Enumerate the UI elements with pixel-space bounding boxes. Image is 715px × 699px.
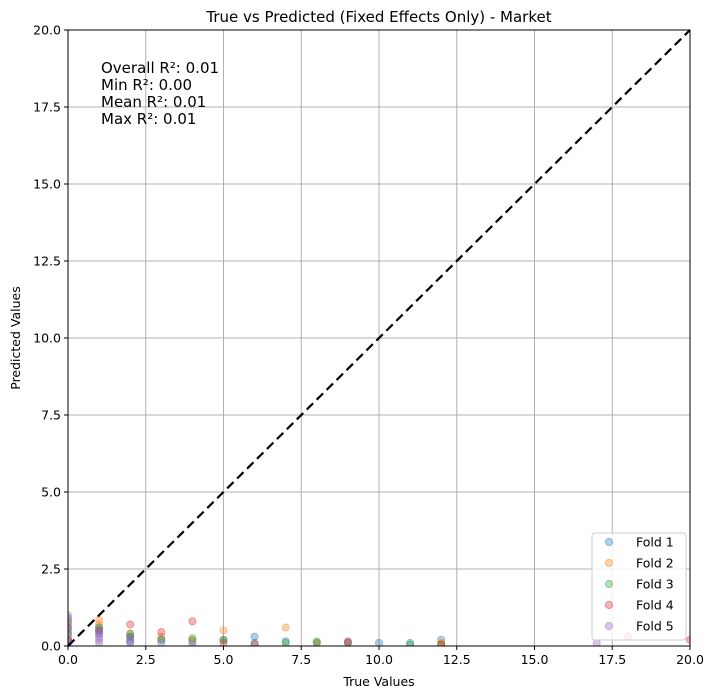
x-tick-label: 10.0 (365, 652, 393, 667)
data-point (250, 632, 259, 641)
legend: Fold 1 Fold 2 Fold 3 Fold 4 Fold 5 (591, 532, 687, 641)
y-tick-label: 15.0 (33, 177, 61, 192)
x-tick-label: 2.5 (136, 652, 156, 667)
annotation-min-r2: Min R²: 0.00 (101, 76, 192, 94)
y-tick-label: 7.5 (41, 408, 61, 423)
annotation-mean-r2: Mean R²: 0.01 (101, 93, 206, 111)
data-point (95, 620, 104, 629)
data-point (312, 638, 321, 646)
data-point (95, 638, 104, 646)
data-point (343, 638, 352, 646)
reference-line (67, 29, 691, 647)
legend-marker (604, 558, 614, 568)
y-tick-label: 0.0 (41, 639, 61, 654)
legend-marker (604, 600, 614, 610)
y-tick-label: 10.0 (33, 331, 61, 346)
legend-label: Fold 5 (636, 619, 674, 634)
y-tick-label: 5.0 (41, 485, 61, 500)
x-tick-label: 7.5 (291, 652, 311, 667)
data-point (95, 623, 104, 632)
legend-label: Fold 4 (636, 598, 674, 613)
data-point (312, 638, 321, 646)
data-point (95, 635, 104, 644)
data-point (126, 632, 135, 641)
data-point (95, 623, 104, 632)
y-tick-label: 20.0 (33, 23, 61, 38)
data-point (95, 632, 104, 641)
data-point (126, 629, 135, 638)
data-point (95, 626, 104, 635)
data-point (375, 638, 383, 646)
data-point (437, 640, 446, 646)
y-tick-label: 17.5 (33, 100, 61, 115)
y-tick-label: 2.5 (41, 562, 61, 577)
data-point (312, 637, 321, 646)
x-tick-label: 17.5 (598, 652, 626, 667)
data-point (219, 635, 228, 644)
data-point (157, 635, 166, 644)
annotation-max-r2: Max R²: 0.01 (101, 110, 196, 128)
legend-label: Fold 1 (636, 535, 674, 550)
legend-marker (604, 537, 614, 547)
data-point (343, 637, 352, 646)
annotation-overall-r2: Overall R²: 0.01 (101, 59, 219, 77)
y-axis-ticks: 0.0 2.5 5.0 7.5 10.0 12.5 15.0 17.5 20.0 (33, 23, 68, 654)
data-point (343, 638, 352, 646)
data-point (406, 640, 415, 646)
stats-annotation: Overall R²: 0.01 Min R²: 0.00 Mean R²: 0… (101, 59, 219, 128)
data-point (219, 635, 228, 644)
data-point (126, 635, 135, 644)
data-point (95, 629, 104, 638)
data-point (437, 638, 446, 646)
x-tick-label: 0.0 (58, 652, 78, 667)
data-point (95, 626, 104, 635)
data-point (126, 638, 135, 646)
data-point (157, 632, 166, 641)
x-axis-ticks: 0.0 2.5 5.0 7.5 10.0 12.5 15.0 17.5 20.0 (58, 646, 704, 667)
chart-title: True vs Predicted (Fixed Effects Only) -… (205, 8, 551, 26)
data-point (343, 638, 352, 646)
data-point (437, 640, 446, 646)
data-point (157, 635, 166, 644)
x-tick-label: 12.5 (443, 652, 471, 667)
legend-label: Fold 2 (636, 556, 674, 571)
data-point (126, 632, 135, 641)
data-point (95, 629, 104, 638)
data-point (126, 637, 135, 646)
data-point (188, 640, 197, 646)
data-point (126, 632, 135, 641)
series-5 (68, 611, 601, 646)
data-point (188, 617, 197, 626)
data-point (219, 638, 228, 646)
legend-box (591, 532, 687, 641)
x-tick-label: 5.0 (214, 652, 234, 667)
x-tick-label: 20.0 (676, 652, 704, 667)
legend-marker (604, 621, 614, 631)
legend-marker (604, 579, 614, 589)
data-point (126, 620, 135, 629)
data-point (188, 637, 197, 646)
data-point (157, 638, 166, 646)
data-point (281, 637, 290, 646)
data-point (157, 628, 166, 637)
data-point (188, 634, 197, 643)
data-point (437, 635, 446, 644)
legend-label: Fold 3 (636, 577, 674, 592)
data-point (406, 638, 415, 646)
data-point (126, 629, 135, 638)
data-point (281, 638, 290, 646)
data-point (250, 638, 259, 646)
data-point (686, 635, 690, 644)
y-tick-label: 12.5 (33, 254, 61, 269)
y-axis-label: Predicted Values (8, 286, 23, 390)
data-point (95, 626, 104, 635)
data-point (219, 626, 228, 635)
data-point (250, 640, 259, 646)
x-tick-label: 15.0 (521, 652, 549, 667)
data-point (281, 623, 290, 632)
data-point (188, 635, 197, 644)
x-axis-label: True Values (342, 674, 414, 689)
